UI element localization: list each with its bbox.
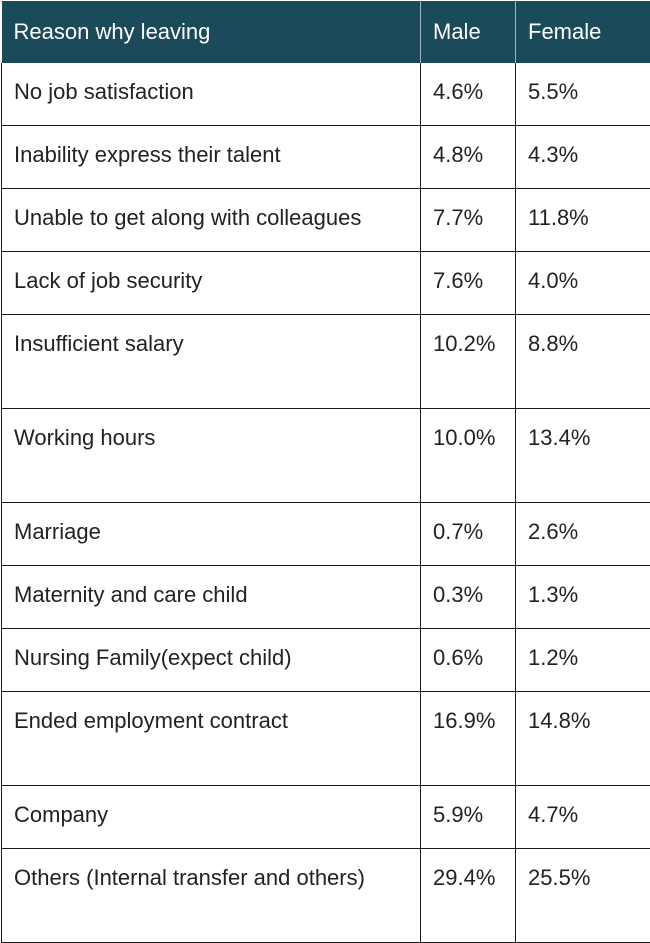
reason-cell: Lack of job security [2, 252, 421, 315]
female-cell: 14.8% [516, 692, 650, 786]
reason-cell: Nursing Family(expect child) [2, 629, 421, 692]
table-row: Lack of job security 7.6% 4.0% [2, 252, 650, 315]
male-cell: 10.0% [421, 409, 516, 503]
male-cell: 0.3% [421, 566, 516, 629]
reason-cell: No job satisfaction [2, 63, 421, 126]
table-row: Ended employment contract 16.9% 14.8% [2, 692, 650, 786]
female-cell: 13.4% [516, 409, 650, 503]
reason-cell: Maternity and care child [2, 566, 421, 629]
table-body: No job satisfaction 4.6% 5.5% Inability … [2, 63, 650, 943]
male-cell: 0.7% [421, 503, 516, 566]
reason-cell: Marriage [2, 503, 421, 566]
table-row: Insufficient salary 10.2% 8.8% [2, 315, 650, 409]
reason-cell: Inability express their talent [2, 126, 421, 189]
female-cell: 1.3% [516, 566, 650, 629]
male-cell: 7.7% [421, 189, 516, 252]
male-cell: 7.6% [421, 252, 516, 315]
header-reason: Reason why leaving [2, 1, 421, 63]
reason-cell: Insufficient salary [2, 315, 421, 409]
table-header: Reason why leaving Male Female [2, 1, 650, 63]
male-cell: 29.4% [421, 849, 516, 943]
reason-cell: Working hours [2, 409, 421, 503]
female-cell: 8.8% [516, 315, 650, 409]
female-cell: 25.5% [516, 849, 650, 943]
table-row: Maternity and care child 0.3% 1.3% [2, 566, 650, 629]
female-cell: 1.2% [516, 629, 650, 692]
table-row: No job satisfaction 4.6% 5.5% [2, 63, 650, 126]
female-cell: 5.5% [516, 63, 650, 126]
female-cell: 4.0% [516, 252, 650, 315]
table-row: Company 5.9% 4.7% [2, 786, 650, 849]
female-cell: 4.3% [516, 126, 650, 189]
table-row: Marriage 0.7% 2.6% [2, 503, 650, 566]
female-cell: 4.7% [516, 786, 650, 849]
table-row: Others (Internal transfer and others) 29… [2, 849, 650, 943]
male-cell: 10.2% [421, 315, 516, 409]
reason-cell: Company [2, 786, 421, 849]
reason-cell: Ended employment contract [2, 692, 421, 786]
header-row: Reason why leaving Male Female [2, 1, 650, 63]
header-male: Male [421, 1, 516, 63]
male-cell: 4.8% [421, 126, 516, 189]
table-row: Inability express their talent 4.8% 4.3% [2, 126, 650, 189]
male-cell: 16.9% [421, 692, 516, 786]
table-row: Unable to get along with colleagues 7.7%… [2, 189, 650, 252]
male-cell: 0.6% [421, 629, 516, 692]
table-row: Nursing Family(expect child) 0.6% 1.2% [2, 629, 650, 692]
male-cell: 4.6% [421, 63, 516, 126]
female-cell: 11.8% [516, 189, 650, 252]
female-cell: 2.6% [516, 503, 650, 566]
header-female: Female [516, 1, 650, 63]
reason-cell: Others (Internal transfer and others) [2, 849, 421, 943]
reason-cell: Unable to get along with colleagues [2, 189, 421, 252]
male-cell: 5.9% [421, 786, 516, 849]
table-row: Working hours 10.0% 13.4% [2, 409, 650, 503]
